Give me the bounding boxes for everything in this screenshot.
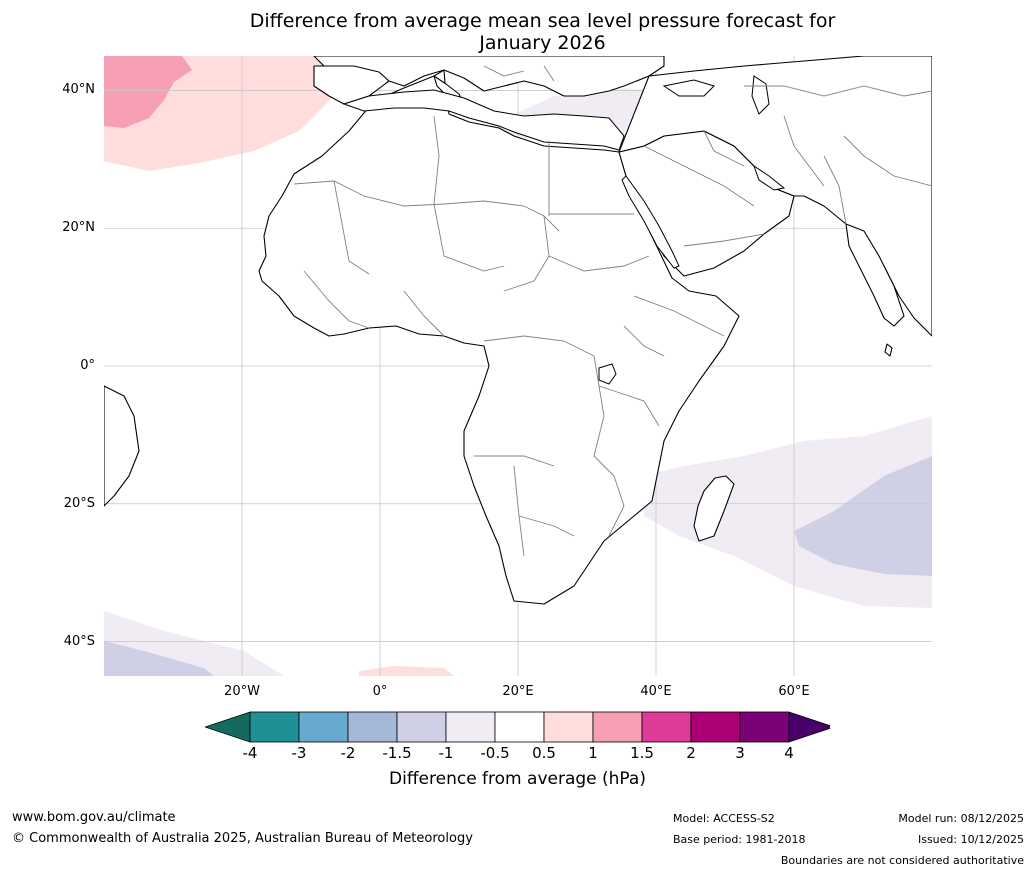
colorbar-tick-label: -1.5: [382, 744, 412, 762]
strong-positive-anomaly-north-atlantic: [104, 56, 192, 128]
caspian-sea: [751, 75, 770, 115]
inland-water: [342, 75, 786, 385]
south-america: [104, 385, 140, 507]
border-saudi-arabia: [643, 145, 755, 207]
pressure-anomaly-map: [104, 56, 932, 676]
colorbar-segment: [494, 711, 545, 743]
colorbar-segment: [543, 711, 594, 743]
colorbar-segment: [690, 711, 741, 743]
sri-lanka: [884, 343, 893, 357]
border-niger-chad: [433, 203, 505, 272]
colorbar-segment: [396, 711, 447, 743]
india: [845, 223, 905, 327]
country-borders: [293, 65, 932, 557]
border-chad-sudan: [503, 215, 550, 292]
border-tanzania: [598, 385, 660, 427]
issued-date: Issued: 10/12/2025: [917, 833, 1024, 846]
positive-anomaly-southern-ocean: [359, 666, 454, 676]
colorbar: [205, 711, 830, 743]
colorbar-tick-label: -1: [438, 744, 454, 762]
border-europe-west-east: [483, 65, 525, 77]
border-botswana-south-africa: [518, 515, 575, 537]
colorbar-segment: [641, 711, 692, 743]
border-north-africa-sahel: [293, 180, 560, 232]
colorbar-tick-label: 1.5: [630, 744, 654, 762]
colorbar-segment: [592, 711, 643, 743]
longitude-label: 20°E: [502, 684, 534, 699]
colorbar-segment: [445, 711, 496, 743]
border-drc-east: [593, 355, 605, 457]
colorbar-max-extend: [788, 711, 830, 743]
colorbar-tick-label: -0.5: [480, 744, 510, 762]
colorbar-tick-label: 0.5: [532, 744, 556, 762]
colorbar-tick-label: -3: [291, 744, 307, 762]
colorbar-tick-label: 4: [784, 744, 794, 762]
colorbar-min-extend: [205, 711, 251, 743]
copyright-text: © Commonwealth of Australia 2025, Austra…: [12, 831, 473, 846]
latitude-label: 20°S: [63, 495, 95, 511]
border-ethiopia-kenya: [623, 325, 665, 357]
border-yemen: [683, 233, 765, 247]
mediterranean-sea: [342, 89, 625, 151]
border-west-africa-coast: [303, 270, 370, 329]
stronger-negative-anomaly-south-indian-ocean: [794, 456, 932, 576]
colorbar-segment: [249, 711, 300, 743]
lake-victoria: [598, 363, 617, 385]
border-pakistan-india: [823, 155, 847, 225]
colorbar-tick-label: 1: [588, 744, 598, 762]
model-name: Model: ACCESS-S2: [673, 812, 775, 825]
stronger-negative-anomaly-south-atlantic: [104, 641, 214, 676]
colorbar-tick-label: -2: [340, 744, 356, 762]
border-algeria-libya: [433, 115, 440, 205]
model-run-date: Model run: 08/12/2025: [898, 812, 1024, 825]
land-masses: [104, 56, 932, 605]
title-line-1: Difference from average mean sea level p…: [249, 10, 836, 32]
border-ethiopia-somalia: [633, 295, 725, 337]
longitude-label: 60°E: [778, 684, 810, 699]
border-iran-iraq: [703, 130, 745, 167]
border-sudan-south-sudan: [548, 255, 650, 272]
title-line-2: January 2026: [479, 32, 606, 54]
border-angola-namibia: [474, 455, 555, 467]
colorbar-tick-label: -4: [242, 744, 258, 762]
persian-gulf: [753, 164, 786, 191]
latitude-label: 20°N: [62, 220, 95, 236]
colorbar-segment: [347, 711, 398, 743]
website-link[interactable]: www.bom.gov.au/climate: [12, 810, 176, 825]
border-china-india: [843, 135, 932, 187]
base-period: Base period: 1981-2018: [673, 833, 806, 846]
colorbar-tick-label: 3: [735, 744, 745, 762]
border-mali-niger: [333, 180, 370, 275]
colorbar-segment: [298, 711, 349, 743]
border-nigeria-cameroon: [403, 290, 445, 337]
latitude-label: 40°N: [62, 82, 95, 98]
black-sea: [662, 79, 715, 97]
longitude-label: 40°E: [640, 684, 672, 699]
longitude-label: 0°: [372, 684, 388, 699]
boundaries-disclaimer: Boundaries are not considered authoritat…: [780, 854, 1024, 867]
border-mozambique: [593, 455, 625, 537]
longitude-label: 20°W: [224, 684, 260, 699]
latitude-label: 40°S: [63, 633, 95, 649]
border-drc-north: [483, 335, 595, 357]
border-europe-balkans: [543, 65, 555, 82]
red-sea: [621, 175, 680, 269]
colorbar-tick-label: 2: [686, 744, 696, 762]
chart-title: Difference from average mean sea level p…: [0, 10, 1035, 54]
colorbar-segment: [739, 711, 790, 743]
border-iran-afghanistan: [783, 115, 825, 187]
madagascar: [693, 475, 735, 542]
latitude-label: 0°: [80, 358, 95, 373]
colorbar-title: Difference from average (hPa): [389, 769, 646, 789]
border-central-asia: [744, 85, 932, 97]
